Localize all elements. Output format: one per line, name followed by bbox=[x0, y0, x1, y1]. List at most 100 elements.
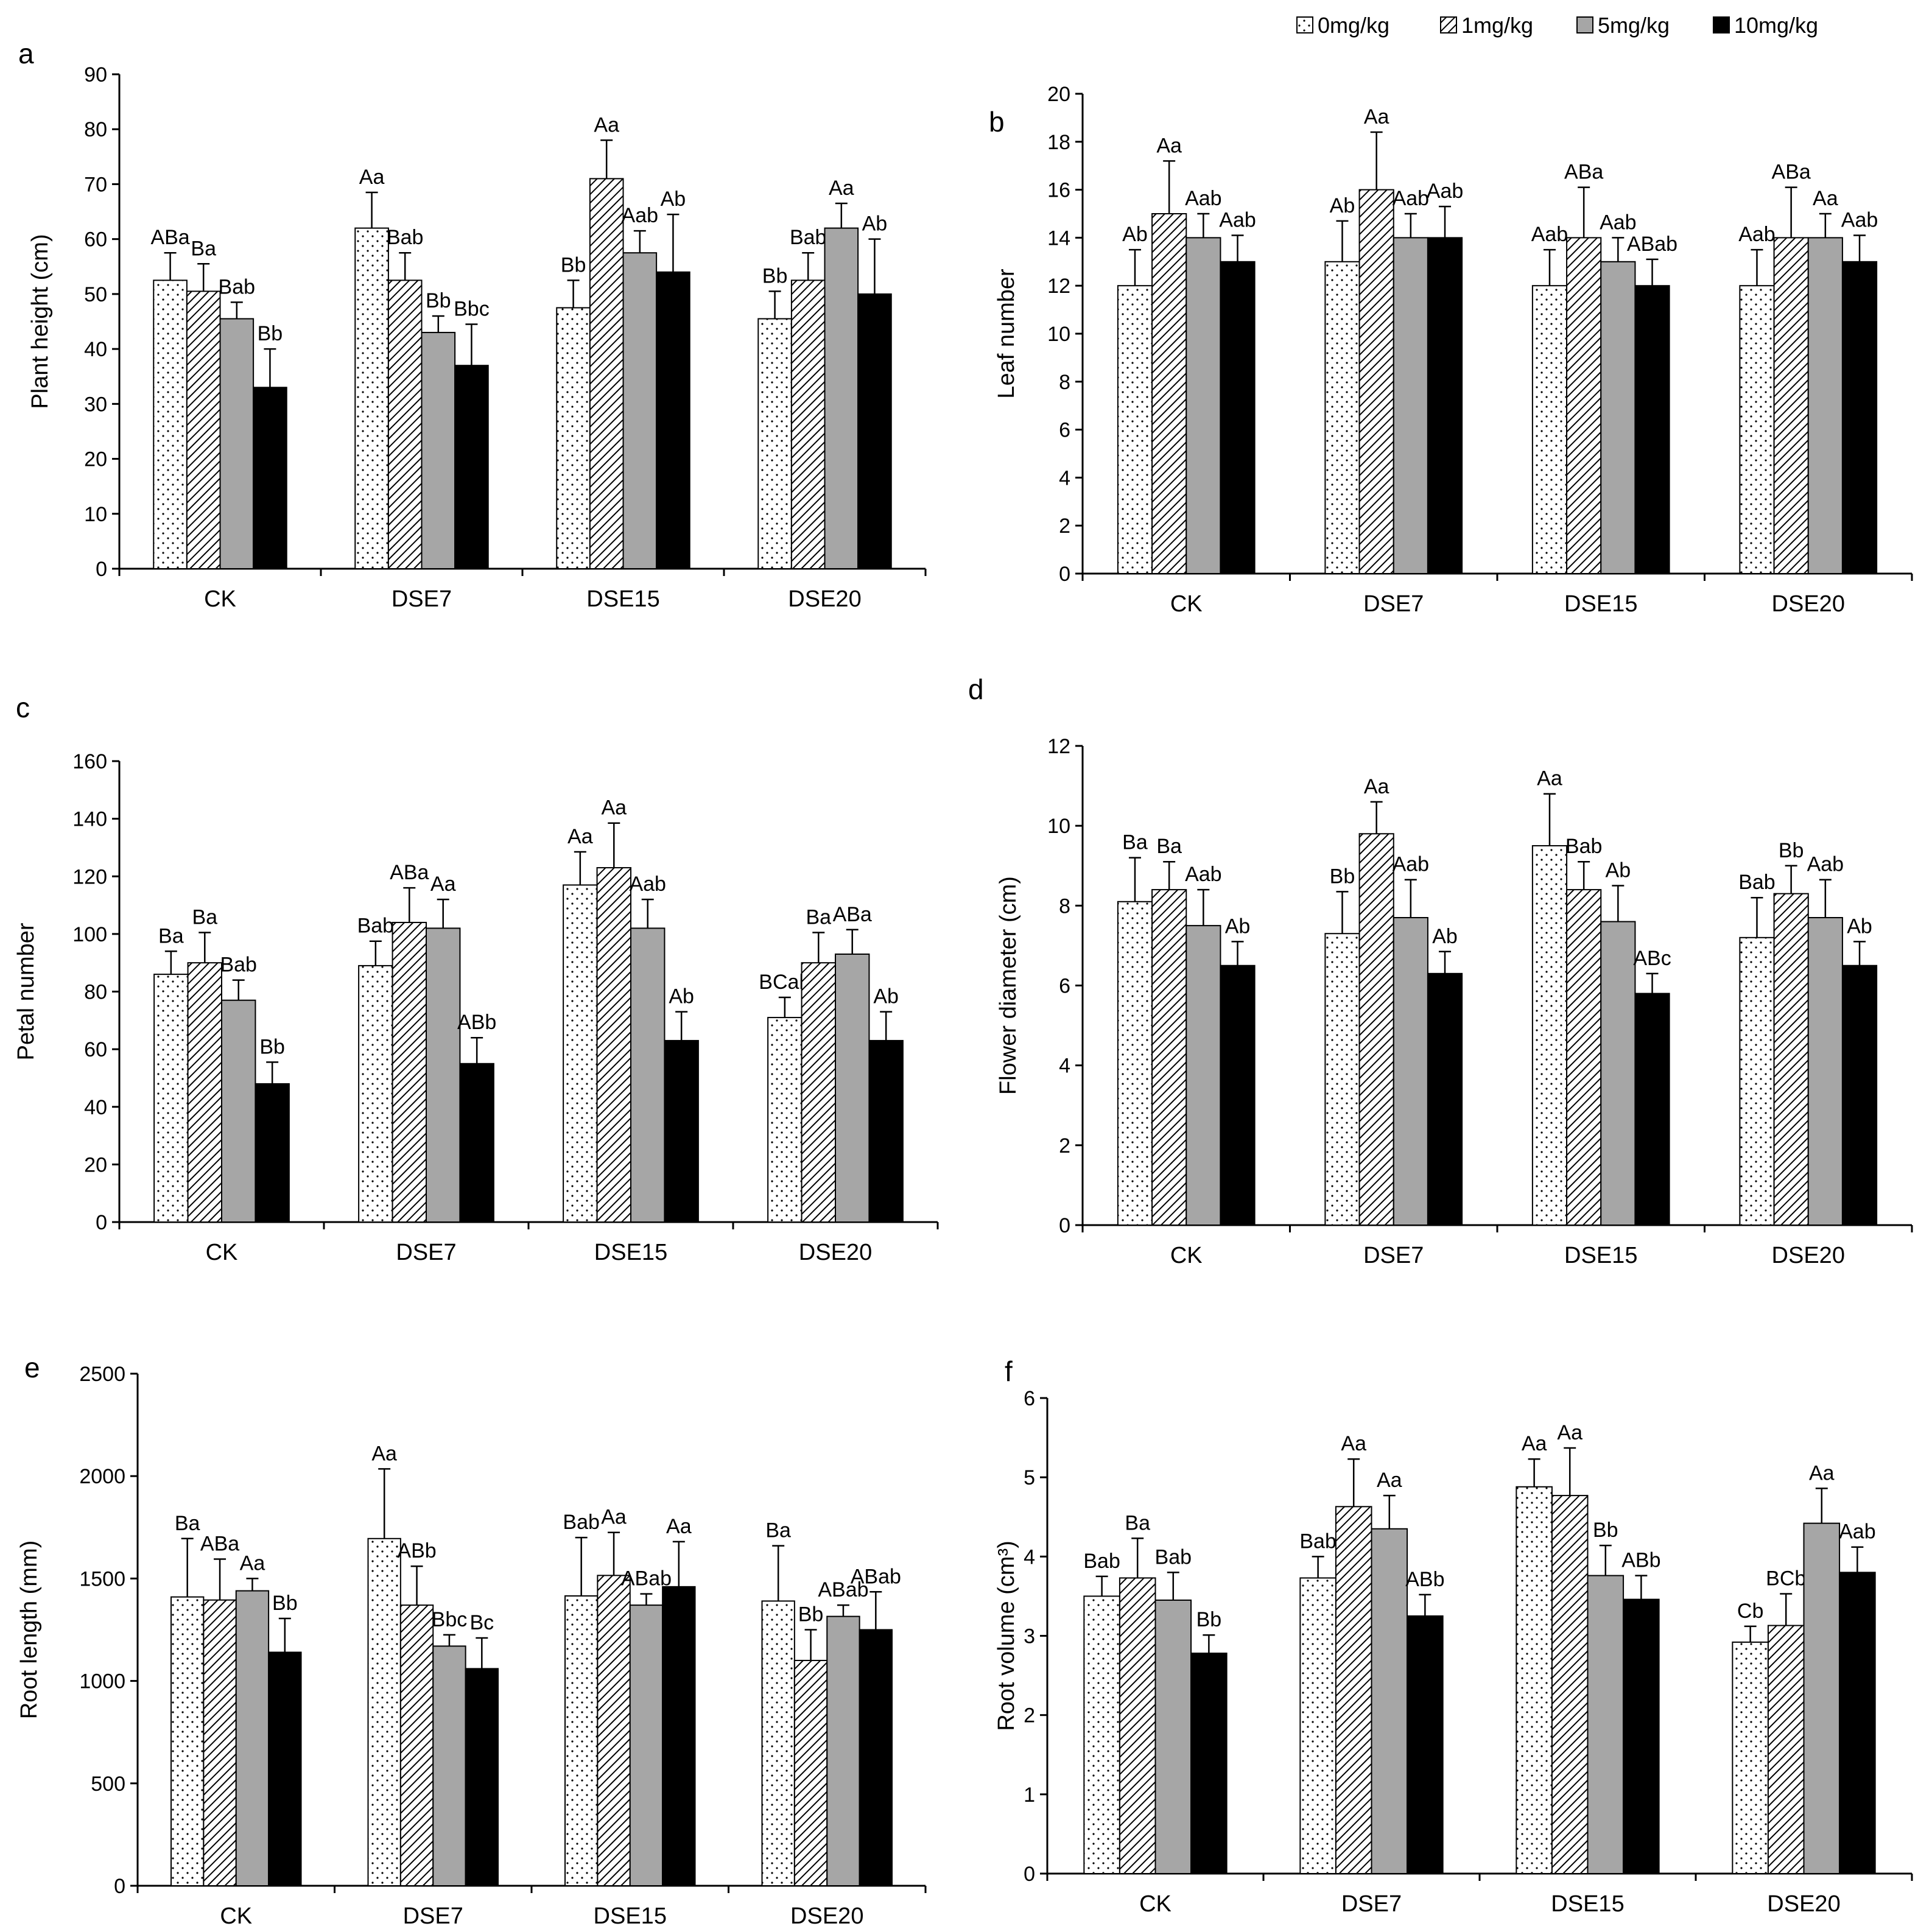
bar-b-DSE15-5mg bbox=[1600, 261, 1636, 574]
x-category-label-e-3: DSE20 bbox=[790, 1903, 863, 1929]
bar-d-CK-5mg bbox=[1186, 925, 1221, 1226]
y-tick-label-f-0: 0 bbox=[1024, 1863, 1035, 1886]
sig-label-a-DSE20-5mg: Aa bbox=[829, 177, 854, 200]
bar-c-DSE7-0mg bbox=[358, 964, 393, 1223]
bar-f-DSE15-0mg bbox=[1516, 1486, 1553, 1874]
bar-b-DSE20-5mg bbox=[1807, 237, 1843, 574]
bar-c-DSE20-10mg bbox=[868, 1039, 904, 1223]
y-tick-label-d-1: 2 bbox=[1059, 1134, 1070, 1158]
sig-label-f-DSE15-1mg: Aa bbox=[1557, 1421, 1582, 1444]
bar-f-DSE15-1mg bbox=[1551, 1495, 1589, 1874]
bar-e-DSE20-0mg bbox=[761, 1600, 795, 1887]
bar-a-DSE15-5mg bbox=[622, 252, 658, 569]
sig-label-d-DSE7-1mg: Aa bbox=[1364, 775, 1389, 798]
sig-label-a-DSE7-0mg: Aa bbox=[359, 166, 385, 189]
sig-label-c-DSE15-5mg: Aab bbox=[629, 873, 666, 896]
y-tick-label-a-3: 30 bbox=[84, 393, 107, 416]
bar-d-DSE20-5mg bbox=[1807, 917, 1843, 1226]
x-category-label-f-3: DSE20 bbox=[1767, 1891, 1840, 1917]
x-category-label-f-1: DSE7 bbox=[1341, 1891, 1402, 1917]
sig-label-c-DSE15-10mg: Ab bbox=[669, 985, 694, 1008]
y-tick-label-b-3: 6 bbox=[1059, 419, 1070, 442]
bar-e-CK-5mg bbox=[235, 1590, 270, 1886]
sig-label-f-DSE7-10mg: ABb bbox=[1405, 1568, 1444, 1591]
bar-a-DSE7-0mg bbox=[354, 227, 389, 570]
legend-swatch-0mg bbox=[1296, 16, 1313, 33]
sig-label-e-CK-0mg: Ba bbox=[175, 1512, 200, 1535]
bar-e-DSE20-5mg bbox=[826, 1615, 860, 1887]
panel-letter-f: f bbox=[1005, 1355, 1013, 1387]
sig-label-b-CK-0mg: Ab bbox=[1122, 223, 1148, 246]
y-tick-label-a-0: 0 bbox=[96, 558, 107, 581]
sig-label-a-DSE7-5mg: Bb bbox=[426, 289, 451, 312]
y-axis-title-a: Plant height (cm) bbox=[27, 234, 53, 409]
sig-label-b-DSE15-0mg: Aab bbox=[1531, 223, 1568, 246]
bar-e-CK-1mg bbox=[203, 1599, 237, 1886]
bar-e-DSE20-1mg bbox=[793, 1659, 828, 1886]
sig-label-b-CK-1mg: Aa bbox=[1156, 134, 1182, 157]
bar-a-DSE15-1mg bbox=[589, 178, 624, 569]
bar-d-DSE15-1mg bbox=[1566, 889, 1602, 1226]
bar-f-DSE15-5mg bbox=[1587, 1575, 1625, 1874]
x-category-label-b-0: CK bbox=[1170, 591, 1203, 617]
sig-label-f-CK-10mg: Bb bbox=[1196, 1608, 1222, 1631]
sig-label-c-DSE20-1mg: Ba bbox=[806, 906, 831, 929]
sig-label-f-DSE7-0mg: Bab bbox=[1299, 1530, 1337, 1553]
bar-e-DSE7-1mg bbox=[399, 1604, 434, 1887]
bar-a-CK-5mg bbox=[219, 318, 255, 569]
bar-d-DSE7-0mg bbox=[1324, 933, 1360, 1226]
sig-label-a-DSE15-10mg: Ab bbox=[661, 188, 686, 211]
sig-label-b-DSE7-10mg: Aab bbox=[1427, 180, 1464, 203]
x-category-label-d-3: DSE20 bbox=[1772, 1243, 1845, 1268]
y-tick-label-c-8: 160 bbox=[72, 750, 107, 773]
sig-label-b-DSE15-1mg: ABa bbox=[1564, 161, 1603, 184]
y-axis-title-c: Petal number bbox=[13, 922, 39, 1060]
sig-label-f-CK-0mg: Bab bbox=[1083, 1550, 1120, 1573]
bar-c-DSE20-5mg bbox=[835, 953, 870, 1223]
sig-label-c-CK-5mg: Bab bbox=[220, 954, 257, 977]
sig-label-a-DSE20-10mg: Ab bbox=[862, 213, 888, 236]
y-tick-label-b-6: 12 bbox=[1047, 275, 1070, 298]
y-axis-title-b: Leaf number bbox=[994, 269, 1019, 399]
bar-c-DSE7-5mg bbox=[426, 927, 461, 1223]
sig-label-a-DSE15-0mg: Bb bbox=[561, 253, 586, 276]
y-tick-label-e-2: 1000 bbox=[79, 1670, 125, 1693]
bar-e-DSE7-10mg bbox=[465, 1668, 499, 1887]
bar-e-DSE15-10mg bbox=[662, 1586, 696, 1886]
y-tick-label-b-4: 8 bbox=[1059, 371, 1070, 394]
y-tick-label-c-5: 100 bbox=[72, 923, 107, 946]
bar-d-DSE7-5mg bbox=[1393, 917, 1428, 1226]
bar-a-CK-1mg bbox=[186, 290, 221, 569]
bar-a-DSE20-10mg bbox=[857, 293, 892, 569]
y-tick-label-c-2: 40 bbox=[84, 1096, 107, 1119]
bar-f-DSE20-0mg bbox=[1732, 1641, 1769, 1874]
sig-label-e-DSE7-5mg: Bbc bbox=[432, 1608, 468, 1631]
y-tick-label-e-1: 500 bbox=[91, 1773, 125, 1796]
sig-label-e-DSE20-1mg: Bb bbox=[798, 1603, 824, 1626]
sig-label-e-DSE20-10mg: ABab bbox=[851, 1565, 901, 1588]
bar-e-DSE20-10mg bbox=[859, 1629, 893, 1886]
bar-e-CK-10mg bbox=[268, 1651, 302, 1886]
y-tick-label-f-2: 2 bbox=[1024, 1704, 1035, 1727]
x-category-label-b-2: DSE15 bbox=[1564, 591, 1637, 617]
y-tick-label-a-1: 10 bbox=[84, 503, 107, 526]
sig-label-b-DSE7-0mg: Ab bbox=[1330, 194, 1355, 217]
bar-c-DSE15-5mg bbox=[630, 927, 666, 1223]
sig-label-d-CK-10mg: Ab bbox=[1225, 915, 1251, 938]
y-tick-label-d-4: 8 bbox=[1059, 894, 1070, 918]
sig-label-d-DSE20-10mg: Ab bbox=[1847, 915, 1872, 938]
sig-label-a-CK-1mg: Ba bbox=[191, 237, 216, 260]
bar-d-DSE20-0mg bbox=[1739, 936, 1775, 1226]
panel-c: c Petal number 0 20 40 60 80 100 120 140 160 CK Ba Ba… bbox=[13, 692, 939, 1265]
bar-c-DSE7-1mg bbox=[392, 921, 427, 1223]
y-tick-label-a-9: 90 bbox=[84, 63, 107, 86]
bar-a-DSE7-1mg bbox=[387, 279, 423, 569]
sig-label-d-DSE7-5mg: Aab bbox=[1393, 853, 1430, 876]
legend-item-1mg: 1mg/kg bbox=[1440, 13, 1533, 38]
y-tick-label-a-5: 50 bbox=[84, 283, 107, 306]
sig-label-e-DSE7-1mg: ABb bbox=[397, 1539, 436, 1562]
bar-e-CK-0mg bbox=[170, 1596, 205, 1887]
bar-f-DSE20-10mg bbox=[1839, 1572, 1876, 1875]
y-tick-label-c-6: 120 bbox=[72, 865, 107, 888]
